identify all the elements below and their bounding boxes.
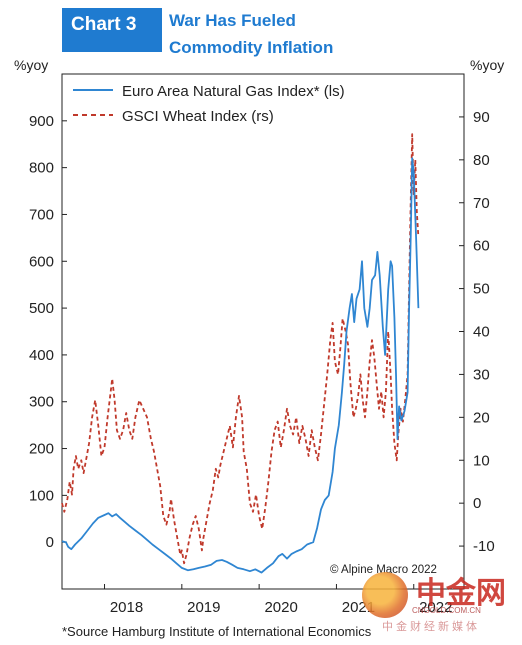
y-right-tick-label: 40	[473, 324, 490, 341]
series-line-gsci-wheat	[61, 133, 420, 565]
y-left-tick-label: 100	[29, 487, 54, 504]
x-tick-label: 2021	[342, 599, 375, 616]
y-right-tick-label: -10	[473, 538, 495, 555]
y-left-tick-label: 900	[29, 113, 54, 130]
y-left-tick-label: 200	[29, 441, 54, 458]
y-left-tick-label: 500	[29, 300, 54, 317]
y-right-tick-label: 0	[473, 495, 481, 512]
legend: Euro Area Natural Gas Index* (ls) GSCI W…	[73, 83, 345, 125]
y-right-tick-label: 80	[473, 152, 490, 169]
y-right-tick-label: 90	[473, 109, 490, 126]
y-left-axis: 0 100 200 300 400 500 600 700 800 900	[29, 113, 67, 551]
y-left-tick-label: 400	[29, 347, 54, 364]
y-left-tick-label: 600	[29, 253, 54, 270]
y-right-tick-label: 30	[473, 366, 490, 383]
y-left-tick-label: 300	[29, 394, 54, 411]
legend-wheat-label: GSCI Wheat Index (rs)	[122, 108, 274, 125]
y-right-tick-label: 50	[473, 281, 490, 298]
y-left-tick-label: 0	[46, 534, 54, 551]
y-right-tick-label: 70	[473, 195, 490, 212]
legend-gas-label: Euro Area Natural Gas Index* (ls)	[122, 83, 345, 100]
y-left-tick-label: 700	[29, 206, 54, 223]
x-tick-label: 2022	[419, 599, 452, 616]
y-right-tick-label: 10	[473, 452, 490, 469]
y-right-axis: -10 0 10 20 30 40 50 60 70 80 90	[459, 109, 495, 555]
x-tick-label: 2020	[264, 599, 297, 616]
x-tick-label: 2019	[187, 599, 220, 616]
plot-area	[61, 133, 420, 574]
source-note: *Source Hamburg Institute of Internation…	[62, 624, 372, 639]
chart-title: War Has Fueled Commodity Inflation	[169, 7, 333, 61]
y-right-unit-label: %yoy	[470, 57, 504, 73]
y-left-tick-label: 800	[29, 160, 54, 177]
x-tick-label: 2018	[110, 599, 143, 616]
chart-title-line-1: War Has Fueled	[169, 11, 296, 30]
plot-frame	[61, 73, 465, 590]
y-right-tick-label: 60	[473, 238, 490, 255]
copyright-note: © Alpine Macro 2022	[330, 564, 437, 576]
series-line-euro-gas	[61, 157, 420, 574]
chart-number-badge: Chart 3	[62, 8, 162, 52]
y-left-unit-label: %yoy	[14, 57, 48, 73]
chart-title-line-2: Commodity Inflation	[169, 38, 334, 57]
y-right-tick-label: 20	[473, 409, 490, 426]
